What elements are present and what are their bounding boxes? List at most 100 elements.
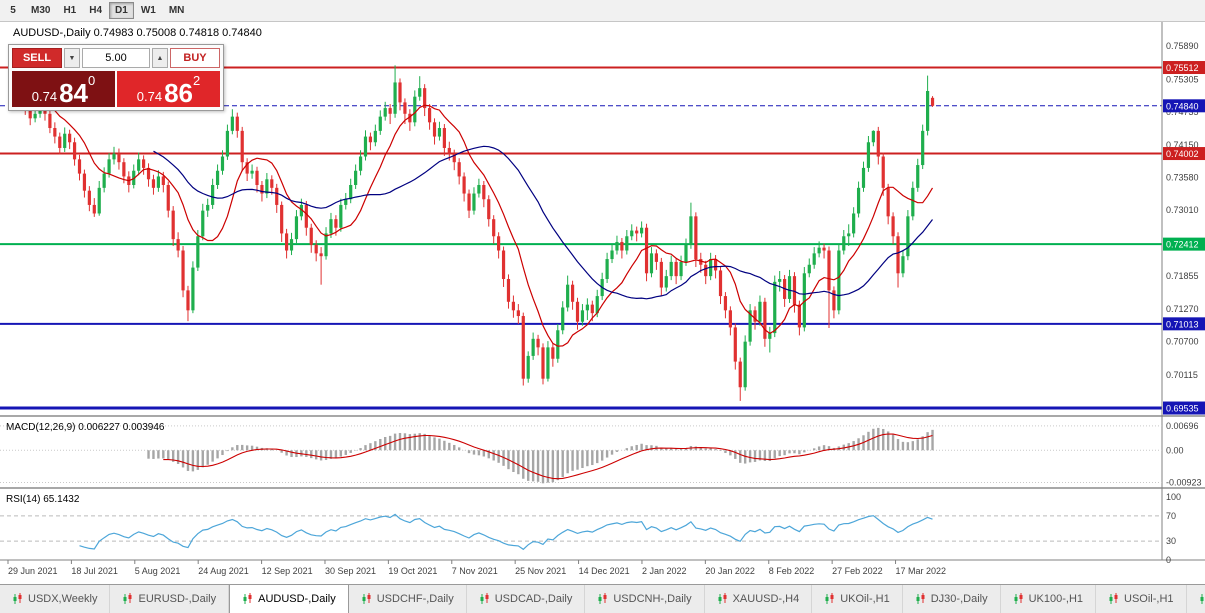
rsi-axis-label: 100	[1166, 492, 1181, 502]
date-label: 29 Jun 2021	[8, 566, 58, 576]
price-tick-label: 0.70700	[1166, 337, 1199, 347]
date-label: 7 Nov 2021	[452, 566, 498, 576]
chart-tab-usdx-weekly[interactable]: USDX,Weekly	[0, 585, 111, 613]
chart-tab-usdcnh-daily[interactable]: USDCNH-,Daily	[585, 585, 705, 613]
level-price-tag-label: 0.71013	[1166, 319, 1199, 329]
candlestick-icon	[717, 593, 728, 605]
price-tick-label: 0.74150	[1166, 140, 1199, 150]
candlestick-icon	[12, 593, 23, 605]
date-label: 20 Jan 2022	[705, 566, 755, 576]
chart-tab-label: USDX,Weekly	[28, 593, 98, 605]
timeframe-button-w1[interactable]: W1	[135, 2, 162, 19]
chart-tab-uk100-h1[interactable]: UK100-,H1	[1001, 585, 1097, 613]
volume-input[interactable]	[82, 48, 150, 68]
price-tick-label: 0.71855	[1166, 271, 1199, 281]
candles	[8, 65, 935, 401]
chart-tab-label: UKOil-,H1	[840, 593, 890, 605]
timeframe-button-m30[interactable]: M30	[25, 2, 56, 19]
chart-tab-label: UK100-,H1	[1028, 593, 1084, 605]
price-tick-label: 0.71270	[1166, 304, 1199, 314]
macd-axis-label: -0.00923	[1166, 478, 1202, 488]
rsi-label: RSI(14) 65.1432	[6, 494, 80, 505]
candlestick-icon	[1108, 593, 1119, 605]
date-label: 19 Oct 2021	[388, 566, 437, 576]
level-price-tag-label: 0.74840	[1166, 101, 1199, 111]
price-tick-label: 0.73010	[1166, 205, 1199, 215]
buy-button[interactable]: BUY	[170, 48, 220, 68]
date-label: 24 Aug 2021	[198, 566, 249, 576]
buy-price-big: 86	[164, 77, 193, 108]
level-price-tag-label: 0.74002	[1166, 149, 1199, 159]
chart-tab-label: EURUSD-,Daily	[138, 593, 217, 605]
chart-tab-hk50-h1[interactable]: HK50-,H1	[1187, 585, 1205, 613]
timeframe-button-5[interactable]: 5	[2, 2, 24, 19]
candlestick-icon	[597, 593, 608, 605]
timeframe-button-h1[interactable]: H1	[57, 2, 82, 19]
sell-price-main: 0.74	[31, 88, 58, 104]
timeframe-button-d1[interactable]: D1	[109, 2, 134, 19]
level-price-tag	[1163, 61, 1205, 75]
candlestick-icon	[915, 593, 926, 605]
candlestick-icon	[1013, 593, 1024, 605]
chart-tab-usdchf-daily[interactable]: USDCHF-,Daily	[349, 585, 467, 613]
price-tick-label: 0.75305	[1166, 74, 1199, 84]
candlestick-icon	[122, 593, 133, 605]
level-price-tag	[1163, 237, 1205, 251]
trade-prices-row: 0.74 84 0 0.74 86 2	[12, 71, 220, 107]
level-price-tag	[1163, 401, 1205, 415]
candlestick-icon	[479, 593, 490, 605]
ma-fast-line	[54, 104, 934, 347]
date-label: 12 Sep 2021	[262, 566, 313, 576]
date-axis: 29 Jun 2021 18 Jul 2021 5 Aug 2021 24 Aug 2…	[7, 560, 947, 576]
buy-price-main: 0.74	[136, 88, 163, 104]
sell-price-sup: 0	[88, 73, 96, 88]
chart-tab-eurusd-daily[interactable]: EURUSD-,Daily	[110, 585, 230, 613]
macd-signal-line	[163, 433, 933, 480]
timeframe-toolbar: 5 M30 H1 H4 D1 W1 MN	[0, 0, 1205, 22]
date-label: 25 Nov 2021	[515, 566, 566, 576]
date-label: 27 Feb 2022	[832, 566, 883, 576]
date-label: 2 Jan 2022	[642, 566, 687, 576]
level-price-tag	[1163, 147, 1205, 161]
buy-price-display[interactable]: 0.74 86 2	[117, 71, 220, 107]
date-label: 17 Mar 2022	[896, 566, 947, 576]
rsi-axis-label: 0	[1166, 555, 1171, 565]
chart-tab-usdcad-daily[interactable]: USDCAD-,Daily	[467, 585, 586, 613]
chart-tab-label: AUDUSD-,Daily	[258, 593, 336, 605]
chart-canvas[interactable]: 0.00696 0.00 -0.00923 MACD(12,26,9) 0.00622…	[0, 22, 1205, 583]
candlestick-icon	[242, 593, 253, 605]
symbol-ohlc-info: AUDUSD-,Daily 0.74983 0.75008 0.74818 0.…	[13, 27, 262, 39]
volume-decrement-icon[interactable]: ▼	[64, 48, 80, 68]
price-tick-label: 0.75890	[1166, 41, 1199, 51]
level-price-tag-label: 0.72412	[1166, 240, 1199, 250]
rsi-axis-label: 70	[1166, 511, 1176, 521]
rsi-axis-label: 30	[1166, 536, 1176, 546]
trade-controls-row: SELL ▼ ▲ BUY	[12, 48, 220, 68]
chart-tab-label: USOil-,H1	[1124, 593, 1174, 605]
volume-increment-icon[interactable]: ▲	[152, 48, 168, 68]
date-label: 30 Sep 2021	[325, 566, 376, 576]
chart-tab-ukoil-h1[interactable]: UKOil-,H1	[812, 585, 903, 613]
sell-button[interactable]: SELL	[12, 48, 62, 68]
sell-price-display[interactable]: 0.74 84 0	[12, 71, 115, 107]
ma-slow-line	[153, 145, 933, 300]
macd-label: MACD(12,26,9) 0.006227 0.003946	[6, 422, 165, 433]
rsi-pane: 100 70 30 0 RSI(14) 65.1432	[0, 492, 1181, 565]
timeframe-button-mn[interactable]: MN	[163, 2, 191, 19]
level-price-tag	[1163, 99, 1205, 113]
chart-tab-xauusd-h4[interactable]: XAUUSD-,H4	[705, 585, 813, 613]
macd-pane: 0.00696 0.00 -0.00923 MACD(12,26,9) 0.00622…	[0, 421, 1202, 488]
level-price-tag-label: 0.69535	[1166, 404, 1199, 414]
chart-tab-audusd-daily[interactable]: AUDUSD-,Daily	[229, 585, 349, 613]
chart-tab-usoil-h1[interactable]: USOil-,H1	[1096, 585, 1187, 613]
date-label: 8 Feb 2022	[769, 566, 815, 576]
level-price-tag-label: 0.75512	[1166, 63, 1199, 73]
candlestick-icon	[1199, 593, 1205, 605]
chart-tab-label: XAUUSD-,H4	[732, 593, 800, 605]
chart-tabs-bar: USDX,Weekly EURUSD-,Daily AUDUSD-,Daily USD…	[0, 584, 1205, 613]
price-tick-label: 0.70115	[1166, 370, 1198, 380]
timeframe-button-h4[interactable]: H4	[83, 2, 108, 19]
chart-tab-label: USDCAD-,Daily	[494, 593, 573, 605]
chart-tab-dj30-daily[interactable]: DJ30-,Daily	[903, 585, 1001, 613]
